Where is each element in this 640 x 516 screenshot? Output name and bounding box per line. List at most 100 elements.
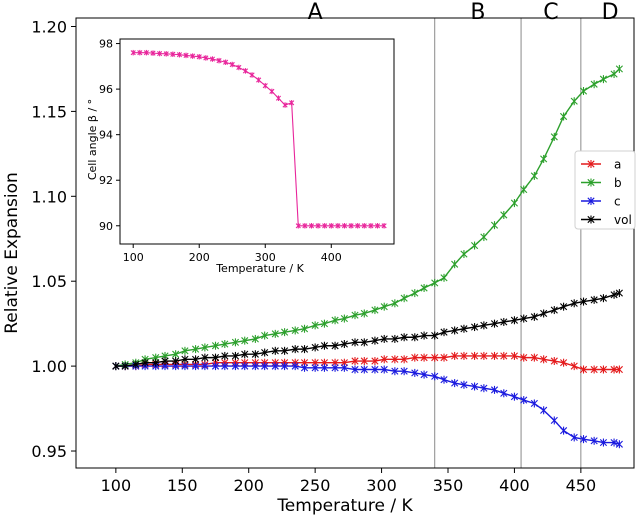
data-point-vol [480, 321, 488, 330]
inset-data-point [163, 51, 169, 57]
data-point-b [211, 341, 220, 350]
data-point-vol [231, 351, 240, 360]
inset-data-point [150, 50, 156, 56]
y-axis-title: Relative Expansion [2, 172, 22, 334]
data-point-c [460, 380, 468, 389]
data-point-b [251, 334, 259, 343]
series-b [112, 64, 623, 371]
data-point-a [351, 357, 359, 366]
legend-label-b: b [614, 176, 622, 190]
data-point-a [540, 355, 548, 364]
data-point-c [311, 363, 319, 372]
data-point-a [360, 357, 368, 366]
data-point-b [420, 284, 428, 292]
inset-data-point [223, 59, 229, 65]
data-point-vol [191, 355, 200, 364]
legend-swatch-marker [587, 160, 595, 168]
data-point-c [211, 362, 220, 371]
data-point-b [500, 210, 508, 219]
data-point-vol [460, 324, 468, 333]
data-point-c [490, 385, 499, 394]
series-line-vol [115, 292, 620, 367]
data-point-vol [141, 358, 149, 367]
data-point-a [371, 357, 379, 366]
data-point-vol [570, 299, 578, 308]
data-point-vol [615, 289, 623, 298]
inset-data-point [341, 223, 348, 229]
data-point-vol [490, 319, 499, 328]
data-point-c [400, 367, 408, 376]
data-point-b [261, 331, 269, 340]
data-point-b [579, 87, 588, 96]
x-tick-label: 150 [167, 476, 198, 495]
inset-data-point [203, 55, 209, 61]
data-point-c [241, 362, 249, 371]
data-point-a [490, 351, 499, 360]
data-point-vol [351, 338, 359, 347]
inset-data-point [137, 49, 143, 56]
data-point-c [530, 399, 538, 408]
inset-data-point [368, 223, 374, 229]
inset-data-point [262, 82, 268, 89]
inset-y-tick-label: 92 [99, 174, 113, 187]
data-point-c [231, 362, 240, 371]
data-point-a [470, 351, 479, 360]
data-point-b [191, 345, 200, 354]
data-point-c [411, 368, 419, 377]
inset-y-tick-label: 94 [99, 129, 113, 142]
data-point-c [371, 365, 379, 374]
inset-data-point [190, 53, 196, 59]
inset-data-point [130, 49, 136, 56]
data-point-c [440, 375, 448, 384]
data-point-vol [152, 358, 160, 367]
data-point-c [261, 362, 269, 371]
inset-data-point [348, 223, 354, 229]
data-point-c [280, 362, 289, 371]
data-point-b [599, 75, 608, 84]
data-point-vol [510, 316, 519, 325]
inset-data-point [209, 56, 216, 62]
x-tick-label: 100 [101, 476, 132, 495]
data-point-c [291, 362, 299, 371]
inset-data-point [355, 223, 361, 229]
series-line-b [115, 68, 620, 367]
inset-data-point [289, 100, 295, 106]
series-a [112, 351, 623, 374]
data-point-c [271, 362, 279, 371]
inset-x-tick-label: 200 [189, 251, 210, 264]
inset-data-point [374, 223, 381, 229]
data-point-vol [530, 312, 538, 321]
data-point-c [615, 440, 623, 449]
data-point-a [451, 351, 459, 360]
inset-data-point [361, 223, 367, 229]
data-point-vol [300, 345, 309, 354]
data-point-vol [520, 314, 528, 323]
data-point-b [331, 316, 339, 325]
data-point-c [251, 362, 259, 371]
inset-data-point [269, 88, 275, 95]
data-point-b [311, 321, 319, 330]
inset-data-point [275, 95, 282, 101]
series-vol [112, 289, 623, 371]
inset-x-tick-label: 400 [321, 251, 342, 264]
data-point-b [231, 338, 240, 347]
data-point-vol [420, 331, 428, 340]
data-point-vol [241, 350, 249, 359]
data-point-vol [431, 331, 439, 340]
data-point-vol [251, 350, 259, 359]
x-tick-label: 450 [566, 476, 597, 495]
inset-data-point [196, 54, 202, 60]
inset-data-point [315, 223, 321, 229]
data-point-a [579, 365, 588, 374]
data-point-vol [320, 341, 329, 350]
data-point-a [510, 351, 519, 360]
data-point-a [391, 355, 399, 364]
inset-x-tick-label: 100 [123, 251, 144, 264]
data-point-vol [261, 348, 269, 357]
data-point-vol [181, 355, 189, 364]
data-point-a [380, 355, 388, 364]
data-point-vol [380, 334, 388, 343]
data-point-c [510, 392, 519, 401]
x-tick-label: 250 [300, 476, 331, 495]
